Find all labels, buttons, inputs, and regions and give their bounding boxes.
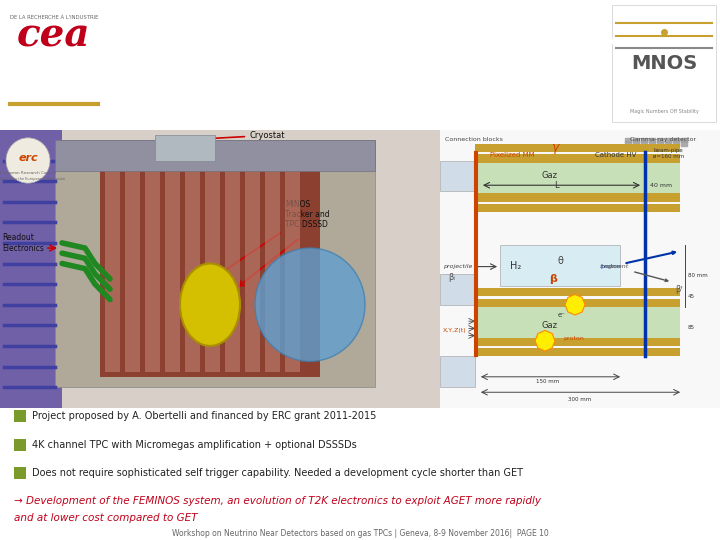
FancyBboxPatch shape xyxy=(205,166,220,372)
FancyBboxPatch shape xyxy=(245,166,260,372)
Text: γ: γ xyxy=(552,140,559,153)
Text: Gaz: Gaz xyxy=(542,321,558,330)
Text: DALI2 gamma
spectrometer: DALI2 gamma spectrometer xyxy=(204,143,309,163)
FancyBboxPatch shape xyxy=(125,166,140,372)
Ellipse shape xyxy=(180,264,240,346)
Polygon shape xyxy=(673,138,679,146)
Text: Pixelized MM: Pixelized MM xyxy=(490,152,535,158)
FancyBboxPatch shape xyxy=(225,166,240,372)
Text: SPECTROSCOPY OF EXOTIC NUCLEI: SPECTROSCOPY OF EXOTIC NUCLEI xyxy=(192,77,588,96)
FancyBboxPatch shape xyxy=(475,144,680,152)
FancyBboxPatch shape xyxy=(165,166,180,372)
Text: Does not require sophisticated self trigger capability. Needed a development cyc: Does not require sophisticated self trig… xyxy=(32,468,523,478)
Text: β: β xyxy=(549,274,557,284)
Text: and at lower cost compared to GET: and at lower cost compared to GET xyxy=(14,513,197,523)
Text: cea: cea xyxy=(17,17,91,55)
FancyBboxPatch shape xyxy=(500,245,620,286)
Text: βᵢ: βᵢ xyxy=(448,273,455,282)
Polygon shape xyxy=(649,138,655,146)
Text: MINOS
Tracker and
TPC DSSSD: MINOS Tracker and TPC DSSSD xyxy=(224,200,330,271)
FancyBboxPatch shape xyxy=(475,288,680,296)
Text: 85: 85 xyxy=(688,325,695,330)
FancyBboxPatch shape xyxy=(55,140,375,171)
FancyBboxPatch shape xyxy=(0,130,62,408)
Text: Project proposed by A. Obertelli and financed by ERC grant 2011-2015: Project proposed by A. Obertelli and fin… xyxy=(32,411,377,421)
Polygon shape xyxy=(665,138,671,146)
FancyBboxPatch shape xyxy=(440,356,475,387)
FancyBboxPatch shape xyxy=(105,166,120,372)
FancyBboxPatch shape xyxy=(265,166,280,372)
Text: fragment: fragment xyxy=(600,264,668,281)
Text: Workshop on Neutrino Near Detectors based on gas TPCs | Geneva, 8-9 November 201: Workshop on Neutrino Near Detectors base… xyxy=(171,529,549,538)
FancyBboxPatch shape xyxy=(4,6,104,120)
Text: e⁻: e⁻ xyxy=(558,312,566,318)
FancyBboxPatch shape xyxy=(440,160,475,191)
Text: → Development of the FEMINOS system, an evolution of T2K electronics to exploit : → Development of the FEMINOS system, an … xyxy=(14,496,541,506)
Text: 40 mm: 40 mm xyxy=(650,183,672,188)
Text: βᶠ: βᶠ xyxy=(675,285,683,294)
Text: proton: proton xyxy=(563,336,584,341)
FancyBboxPatch shape xyxy=(475,307,680,338)
Text: Gamma-ray detector: Gamma-ray detector xyxy=(630,137,696,142)
FancyBboxPatch shape xyxy=(475,204,680,212)
FancyBboxPatch shape xyxy=(14,410,26,422)
Text: European Research Council: European Research Council xyxy=(0,171,56,175)
FancyBboxPatch shape xyxy=(475,348,680,356)
Text: projectile: projectile xyxy=(443,264,472,269)
FancyBboxPatch shape xyxy=(475,163,680,193)
Text: proton: proton xyxy=(600,252,675,269)
Text: Magic Numbers Off Stability: Magic Numbers Off Stability xyxy=(629,109,698,114)
Circle shape xyxy=(255,248,365,361)
Text: erc: erc xyxy=(18,153,38,164)
Text: 45: 45 xyxy=(688,294,695,299)
Polygon shape xyxy=(625,138,631,146)
Text: 300 mm: 300 mm xyxy=(568,397,592,402)
FancyBboxPatch shape xyxy=(285,166,300,372)
FancyBboxPatch shape xyxy=(475,338,680,346)
FancyBboxPatch shape xyxy=(14,438,26,451)
Text: beam-pipe: beam-pipe xyxy=(653,148,683,153)
Circle shape xyxy=(6,138,50,183)
FancyBboxPatch shape xyxy=(145,166,160,372)
Text: θ: θ xyxy=(557,256,563,266)
FancyBboxPatch shape xyxy=(55,140,375,387)
Text: L: L xyxy=(554,181,558,190)
FancyBboxPatch shape xyxy=(185,166,200,372)
FancyBboxPatch shape xyxy=(475,299,680,307)
Text: Gaz: Gaz xyxy=(542,172,558,180)
Text: Established by the European Commission: Established by the European Commission xyxy=(0,177,65,181)
Text: ø=160 mm: ø=160 mm xyxy=(653,154,684,159)
Polygon shape xyxy=(681,138,687,146)
Polygon shape xyxy=(641,138,647,146)
Text: Connection blocks: Connection blocks xyxy=(445,137,503,143)
Polygon shape xyxy=(633,138,639,146)
Text: 4K channel TPC with Micromegas amplification + optional DSSSDs: 4K channel TPC with Micromegas amplifica… xyxy=(32,440,356,450)
Text: X,Y,Z(t): X,Y,Z(t) xyxy=(443,328,467,333)
Text: MINOS – A NEW INSTRUMENT FOR IN-BEAM: MINOS – A NEW INSTRUMENT FOR IN-BEAM xyxy=(145,29,635,48)
Text: H₂: H₂ xyxy=(510,261,521,271)
Text: 80 mm: 80 mm xyxy=(688,273,708,278)
Text: MNOS: MNOS xyxy=(631,54,697,73)
FancyBboxPatch shape xyxy=(14,467,26,480)
FancyBboxPatch shape xyxy=(100,160,320,377)
Polygon shape xyxy=(657,138,663,146)
Text: DE LA RECHERCHE À L'INDUSTRIE: DE LA RECHERCHE À L'INDUSTRIE xyxy=(10,15,98,20)
Text: 150 mm: 150 mm xyxy=(536,380,559,384)
FancyBboxPatch shape xyxy=(0,130,440,408)
FancyBboxPatch shape xyxy=(440,130,720,408)
FancyBboxPatch shape xyxy=(440,274,475,305)
Text: Cryostat: Cryostat xyxy=(189,131,286,141)
FancyBboxPatch shape xyxy=(612,5,716,122)
FancyBboxPatch shape xyxy=(475,154,680,163)
FancyBboxPatch shape xyxy=(475,193,680,202)
FancyBboxPatch shape xyxy=(155,135,215,160)
Text: Readout
Electronics: Readout Electronics xyxy=(2,233,44,253)
Text: Cathode HV: Cathode HV xyxy=(595,152,636,158)
